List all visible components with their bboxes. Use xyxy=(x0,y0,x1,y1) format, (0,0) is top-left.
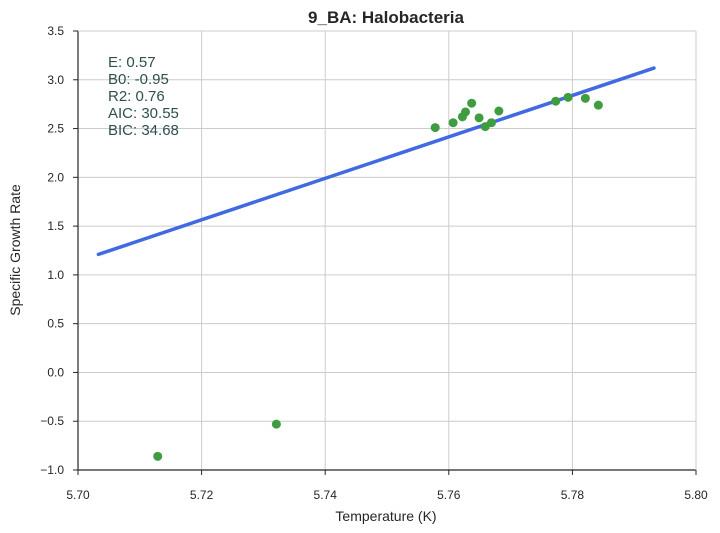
data-point xyxy=(494,106,504,116)
y-tick-label: −0.5 xyxy=(40,414,64,428)
y-tick-label: 0.5 xyxy=(47,317,64,331)
x-tick-label: 5.74 xyxy=(314,488,338,502)
x-tick-label: 5.72 xyxy=(190,488,214,502)
grid-lines xyxy=(78,31,696,470)
x-tick-label: 5.80 xyxy=(684,488,708,502)
data-point xyxy=(486,118,496,128)
data-point xyxy=(448,118,458,128)
data-point xyxy=(551,96,561,106)
axes xyxy=(73,30,697,475)
y-axis-label: Specific Growth Rate xyxy=(7,184,23,316)
y-tick-label: 1.5 xyxy=(47,219,64,233)
y-tick-label: −1.0 xyxy=(40,463,64,477)
data-point xyxy=(593,100,603,110)
y-tick-label: 2.5 xyxy=(47,122,64,136)
data-point xyxy=(474,113,484,123)
fit-line xyxy=(96,66,656,257)
fit-line-group xyxy=(96,66,656,257)
chart-title: 9_BA: Halobacteria xyxy=(308,8,464,27)
x-axis-label: Temperature (K) xyxy=(335,508,436,524)
y-tick-label: 1.0 xyxy=(47,268,64,282)
y-tick-label: 2.0 xyxy=(47,170,64,184)
fit-stat-line: AIC: 30.55 xyxy=(108,105,179,122)
fit-stat-line: R2: 0.76 xyxy=(108,88,165,105)
y-tick-label: 3.5 xyxy=(47,24,64,38)
fit-stat-line: B0: -0.95 xyxy=(108,71,169,88)
y-tick-label: 3.0 xyxy=(47,73,64,87)
fit-stat-line: BIC: 34.68 xyxy=(108,122,179,139)
x-tick-label: 5.76 xyxy=(437,488,461,502)
x-tick-label: 5.78 xyxy=(561,488,585,502)
data-point xyxy=(271,419,281,429)
data-point xyxy=(580,93,590,103)
data-points xyxy=(153,92,603,461)
data-point xyxy=(563,92,573,102)
data-point xyxy=(460,107,470,117)
tick-labels: 5.70 5.72 5.74 5.76 5.78 5.80 −1.0 −0.5 0.0 0.5 1.… xyxy=(40,24,708,502)
y-tick-label: 0.0 xyxy=(47,365,64,379)
data-point xyxy=(430,123,440,133)
fit-stat-line: E: 0.57 xyxy=(108,54,156,71)
data-point xyxy=(153,451,163,461)
data-point xyxy=(467,98,477,108)
x-tick-label: 5.70 xyxy=(66,488,90,502)
